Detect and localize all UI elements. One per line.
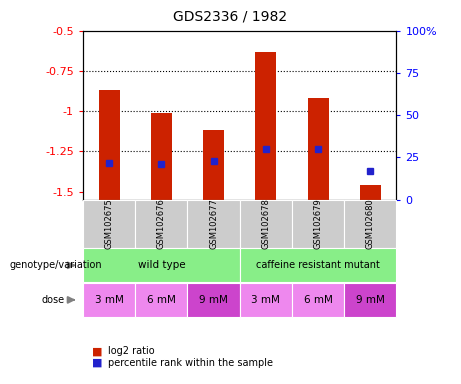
Bar — [307, 98, 329, 200]
Text: 3 mM: 3 mM — [251, 295, 280, 305]
Text: percentile rank within the sample: percentile rank within the sample — [108, 358, 273, 368]
Text: 9 mM: 9 mM — [199, 295, 228, 305]
Text: GSM102679: GSM102679 — [313, 198, 323, 249]
Bar — [151, 113, 172, 200]
Text: GSM102678: GSM102678 — [261, 198, 270, 249]
Text: log2 ratio: log2 ratio — [108, 346, 155, 356]
Text: 9 mM: 9 mM — [356, 295, 385, 305]
Text: 6 mM: 6 mM — [304, 295, 332, 305]
Text: GSM102676: GSM102676 — [157, 198, 166, 249]
Text: dose: dose — [41, 295, 65, 305]
Text: 3 mM: 3 mM — [95, 295, 124, 305]
Bar — [203, 131, 224, 200]
Text: GSM102680: GSM102680 — [366, 198, 375, 249]
Text: genotype/variation: genotype/variation — [9, 260, 102, 270]
Text: ■: ■ — [92, 358, 103, 368]
Bar — [360, 185, 381, 200]
Text: GSM102675: GSM102675 — [105, 198, 113, 249]
Bar — [99, 90, 119, 200]
Text: wild type: wild type — [137, 260, 185, 270]
Bar — [255, 51, 276, 200]
Text: caffeine resistant mutant: caffeine resistant mutant — [256, 260, 380, 270]
Text: GDS2336 / 1982: GDS2336 / 1982 — [173, 10, 288, 23]
Text: ■: ■ — [92, 346, 103, 356]
Text: 6 mM: 6 mM — [147, 295, 176, 305]
Text: GSM102677: GSM102677 — [209, 198, 218, 249]
